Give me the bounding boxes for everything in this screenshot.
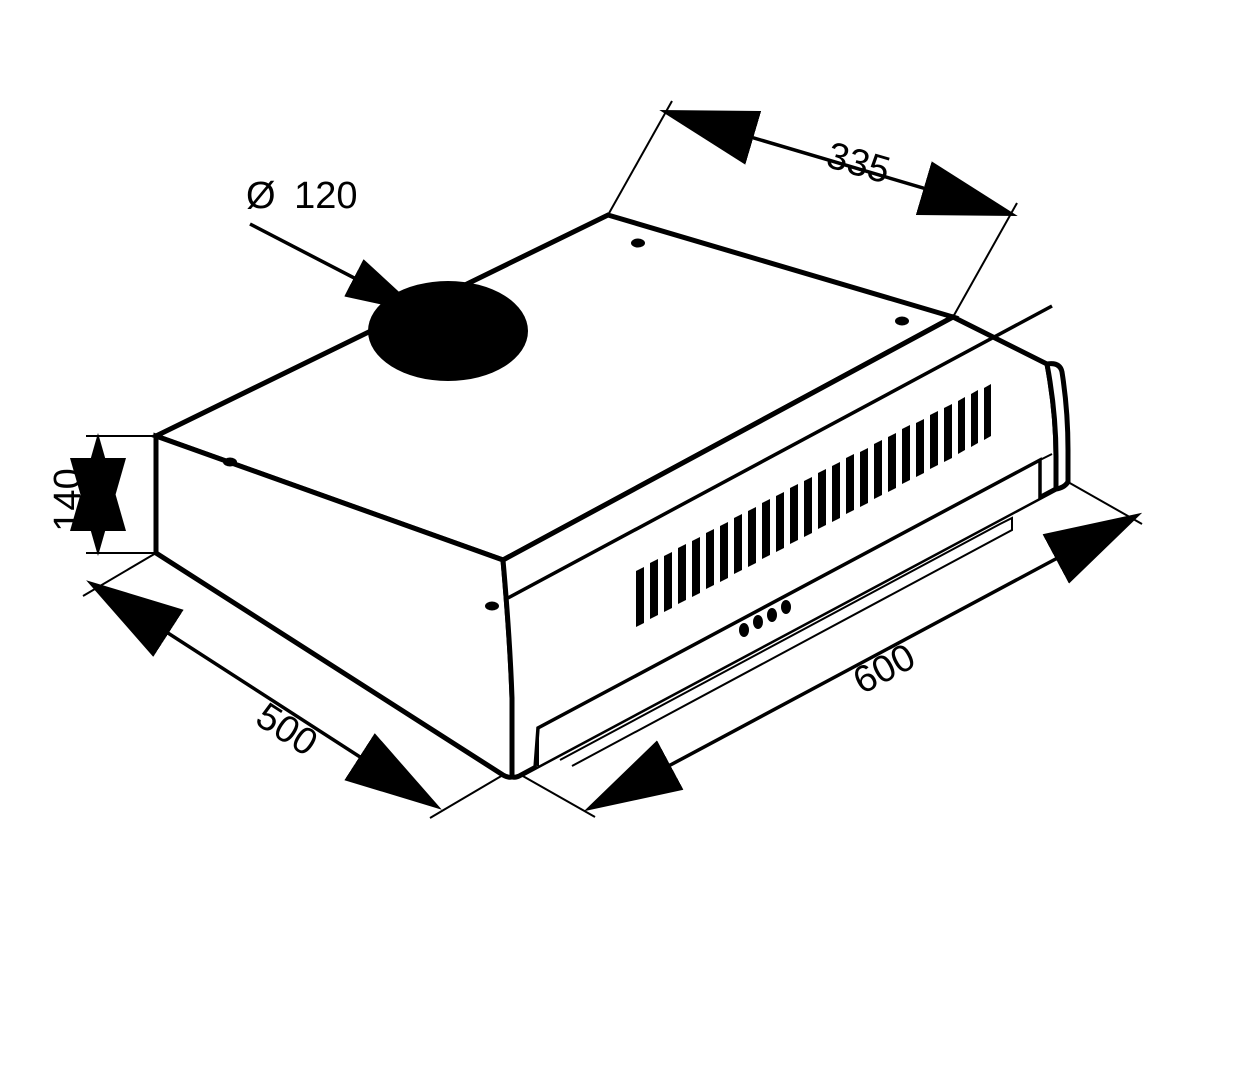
dim-hole-symbol: Ø xyxy=(246,175,276,217)
dim-500-label: 500 xyxy=(249,695,325,765)
dim-hole-label: 120 xyxy=(294,175,357,217)
dim-140-label: 140 xyxy=(47,468,89,531)
dim-335: 335 xyxy=(666,112,1011,214)
dim-140: 140 xyxy=(47,440,98,549)
svg-text:Ø 120: Ø 120 xyxy=(246,175,358,217)
dim-600-label: 600 xyxy=(847,636,923,703)
dim-hole: Ø 120 xyxy=(246,175,416,310)
dim-335-label: 335 xyxy=(822,135,895,193)
technical-drawing: 335 600 500 140 Ø 120 xyxy=(0,0,1252,1075)
